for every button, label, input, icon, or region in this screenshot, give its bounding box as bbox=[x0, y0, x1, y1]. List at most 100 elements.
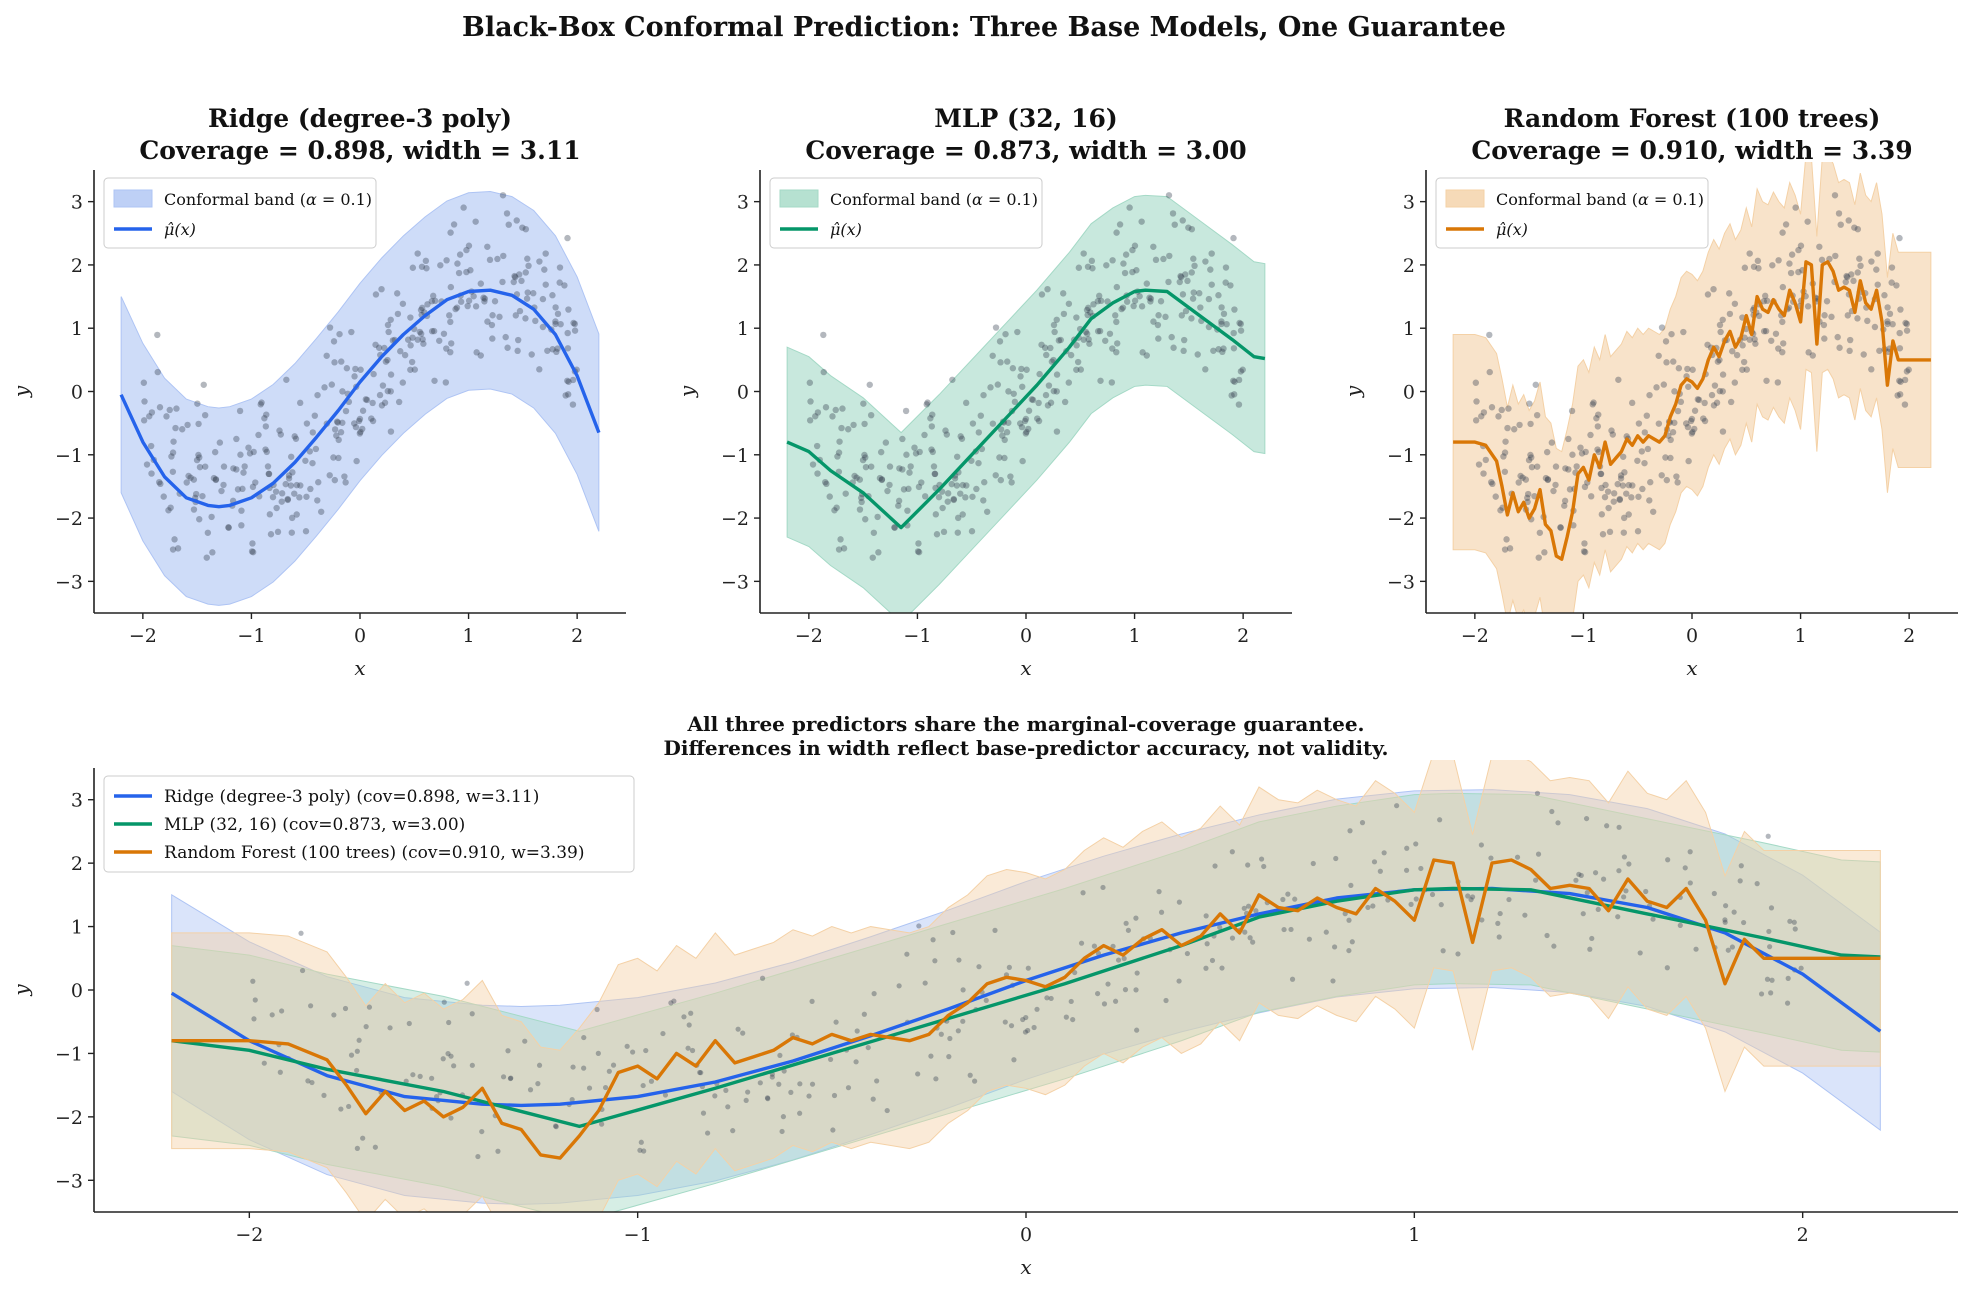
data-point bbox=[1604, 488, 1612, 495]
data-point bbox=[564, 377, 571, 384]
data-point bbox=[1480, 409, 1488, 416]
data-point bbox=[293, 481, 300, 489]
data-point bbox=[606, 1068, 612, 1074]
data-point bbox=[1868, 366, 1875, 373]
data-point bbox=[1227, 282, 1234, 289]
data-point bbox=[1635, 493, 1642, 500]
data-point bbox=[1330, 978, 1336, 984]
data-point bbox=[410, 1072, 416, 1078]
data-point bbox=[886, 463, 894, 470]
data-point bbox=[387, 428, 395, 435]
data-point bbox=[1766, 928, 1772, 935]
data-point bbox=[942, 427, 949, 434]
data-point bbox=[352, 423, 360, 431]
data-point bbox=[311, 412, 319, 419]
data-point bbox=[1584, 890, 1590, 896]
data-point bbox=[460, 204, 467, 211]
data-point bbox=[735, 1026, 741, 1032]
data-point bbox=[549, 346, 556, 353]
data-point bbox=[1658, 472, 1665, 479]
data-point bbox=[1207, 266, 1214, 273]
y-axis-label: y bbox=[9, 984, 33, 997]
data-point bbox=[1616, 868, 1622, 874]
data-point bbox=[1643, 888, 1649, 895]
data-point bbox=[140, 379, 148, 386]
legend-alpha-value: = 0.1) bbox=[317, 190, 372, 209]
data-point bbox=[1073, 314, 1080, 321]
data-point bbox=[1626, 861, 1632, 867]
data-point bbox=[1292, 896, 1298, 902]
data-point bbox=[272, 488, 280, 495]
data-point bbox=[836, 438, 843, 445]
data-point bbox=[1522, 476, 1530, 483]
data-point bbox=[1018, 365, 1025, 373]
x-tick-label: −2 bbox=[1461, 625, 1489, 647]
data-point bbox=[1495, 413, 1502, 420]
data-point bbox=[1109, 257, 1116, 264]
data-point bbox=[454, 260, 461, 267]
data-point bbox=[441, 999, 447, 1005]
data-point bbox=[1576, 871, 1582, 877]
data-point bbox=[1836, 344, 1843, 351]
data-point bbox=[1472, 417, 1480, 424]
data-point bbox=[928, 423, 936, 430]
data-point bbox=[1774, 379, 1782, 386]
data-point bbox=[1577, 444, 1584, 451]
data-point bbox=[1163, 997, 1169, 1004]
data-point bbox=[556, 279, 563, 286]
data-point bbox=[1043, 351, 1050, 359]
data-point bbox=[516, 271, 523, 278]
data-point bbox=[1136, 293, 1143, 300]
data-point bbox=[1038, 341, 1045, 348]
data-point bbox=[959, 481, 966, 489]
data-point bbox=[1078, 940, 1085, 946]
data-point bbox=[1629, 482, 1636, 489]
data-point bbox=[959, 511, 966, 518]
data-point bbox=[473, 349, 480, 356]
legend-label-line: μ̂(x) bbox=[1496, 220, 1528, 239]
data-point bbox=[429, 1075, 435, 1081]
data-point bbox=[1131, 297, 1139, 304]
data-point bbox=[190, 506, 198, 513]
data-point bbox=[960, 1018, 966, 1024]
data-point bbox=[366, 1004, 373, 1010]
data-point bbox=[507, 1075, 514, 1082]
data-point bbox=[899, 435, 906, 443]
data-point bbox=[199, 492, 206, 500]
data-point bbox=[1587, 431, 1594, 439]
data-point bbox=[331, 476, 339, 484]
data-point bbox=[1051, 328, 1058, 336]
data-point bbox=[355, 417, 363, 425]
x-axis-label: x bbox=[1020, 656, 1031, 680]
data-point bbox=[946, 1054, 952, 1060]
data-point bbox=[1023, 428, 1030, 436]
data-point bbox=[315, 479, 322, 486]
data-point bbox=[1779, 348, 1786, 356]
data-point bbox=[595, 1050, 601, 1056]
data-point bbox=[1536, 529, 1544, 536]
data-point bbox=[1671, 388, 1678, 395]
data-point bbox=[1809, 352, 1816, 359]
data-point bbox=[1587, 493, 1595, 500]
data-point bbox=[1202, 366, 1209, 373]
data-point bbox=[250, 448, 257, 456]
data-point bbox=[1598, 484, 1605, 492]
data-point bbox=[1034, 1006, 1040, 1012]
data-point bbox=[960, 987, 966, 993]
data-point bbox=[234, 486, 242, 493]
data-point bbox=[1112, 998, 1119, 1004]
data-point bbox=[1381, 850, 1387, 856]
data-point bbox=[1241, 905, 1247, 911]
data-point bbox=[1150, 243, 1157, 250]
data-point bbox=[624, 1043, 630, 1049]
data-point bbox=[387, 388, 394, 395]
data-point bbox=[1498, 406, 1505, 414]
x-axis-label: x bbox=[1020, 1255, 1031, 1279]
legend-swatch-band bbox=[113, 189, 153, 208]
data-point bbox=[1795, 246, 1802, 254]
data-point bbox=[1896, 329, 1903, 337]
data-point bbox=[1874, 281, 1881, 288]
data-point bbox=[1088, 257, 1096, 265]
data-point bbox=[1025, 1027, 1031, 1034]
y-tick-label: 3 bbox=[71, 192, 83, 214]
